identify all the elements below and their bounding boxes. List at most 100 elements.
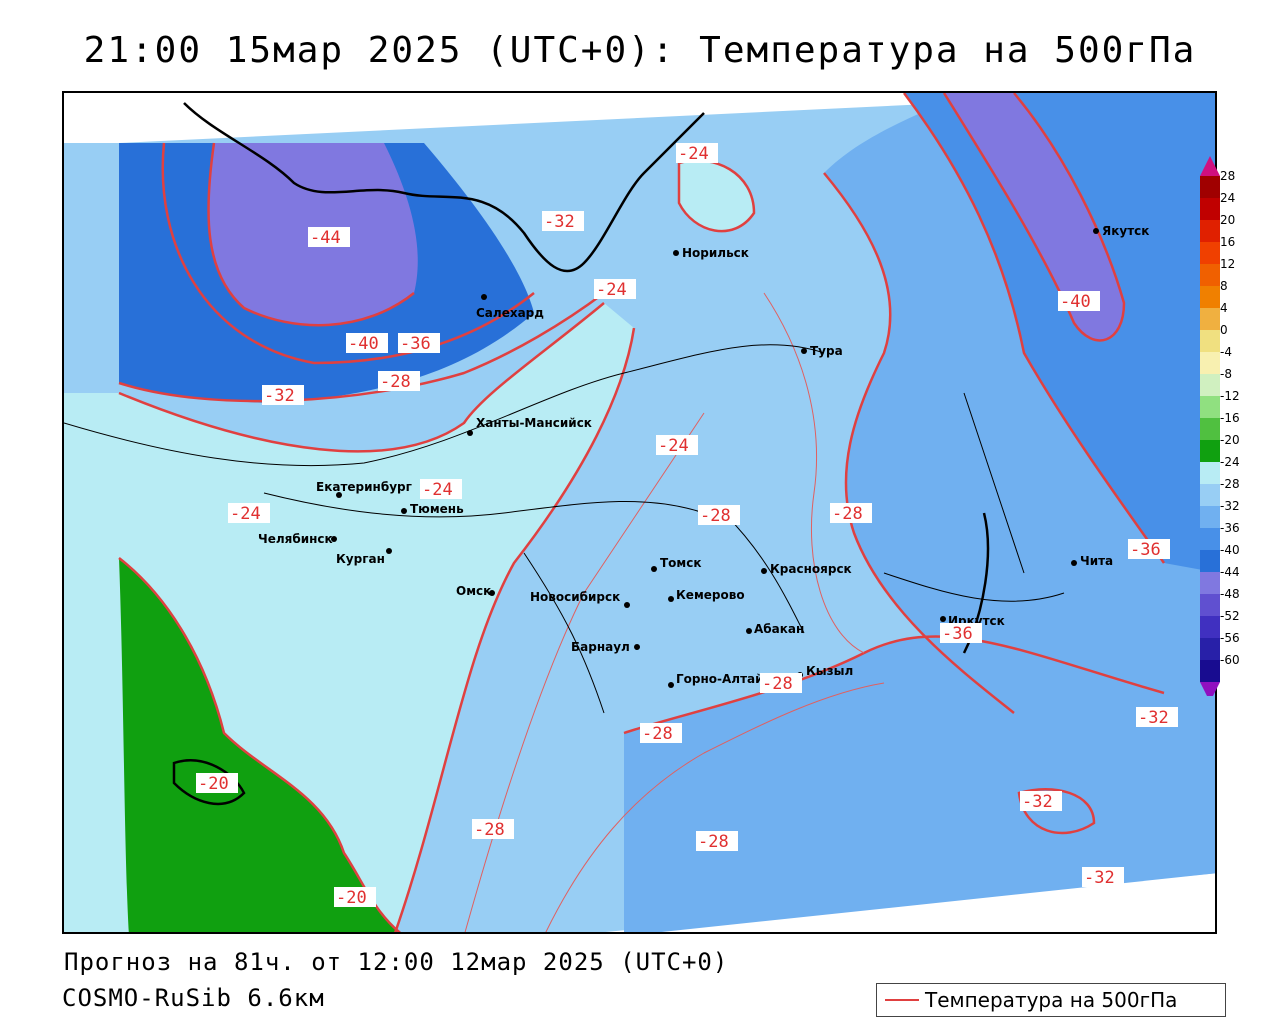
colorbar-swatch — [1200, 176, 1220, 198]
colorbar: 28 24 20 16 12 8 4 0 -4 -8 -12 -16 -20 -24 -28 -32 -36 -4… — [1200, 156, 1270, 696]
colorbar-swatch — [1200, 462, 1220, 484]
svg-text:Новосибирск: Новосибирск — [530, 590, 620, 604]
colorbar-tick-label: 16 — [1220, 235, 1236, 249]
svg-text:-40: -40 — [1060, 292, 1091, 312]
contour-label: -44 — [308, 227, 350, 248]
svg-text:Тюмень: Тюмень — [410, 502, 464, 516]
svg-text:-24: -24 — [422, 480, 453, 500]
svg-text:Барнаул: Барнаул — [571, 640, 630, 654]
contour-label: -36 — [1128, 539, 1170, 560]
colorbar-swatch — [1200, 308, 1220, 330]
colorbar-swatch — [1200, 440, 1220, 462]
contour-label: -24 — [420, 479, 462, 500]
colorbar-swatch — [1200, 528, 1220, 550]
colorbar-swatch — [1200, 220, 1220, 242]
model-name: COSMO-RuSib 6.6км — [62, 984, 325, 1012]
svg-text:-28: -28 — [698, 832, 729, 852]
legend: Температура на 500гПа — [876, 983, 1226, 1017]
svg-text:Норильск: Норильск — [682, 246, 749, 260]
svg-text:Екатеринбург: Екатеринбург — [316, 480, 412, 494]
svg-text:Омск: Омск — [456, 584, 491, 598]
colorbar-bottom-arrow — [1200, 682, 1220, 696]
city-gorno-altaysk: Горно-Алтайск — [668, 672, 779, 688]
contour-label: -32 — [1136, 707, 1178, 728]
svg-text:-36: -36 — [1130, 540, 1161, 560]
colorbar-tick-label: -60 — [1220, 653, 1240, 667]
colorbar-tick-label: -28 — [1220, 477, 1240, 491]
svg-text:Томск: Томск — [660, 556, 702, 570]
colorbar-swatch — [1200, 242, 1220, 264]
colorbar-swatch — [1200, 374, 1220, 396]
svg-text:Чита: Чита — [1080, 554, 1113, 568]
contour-label: -24 — [228, 503, 270, 524]
colorbar-swatch — [1200, 572, 1220, 594]
svg-text:Челябинск: Челябинск — [258, 532, 333, 546]
colorbar-tick-label: -36 — [1220, 521, 1240, 535]
svg-text:-28: -28 — [700, 506, 731, 526]
colorbar-swatch — [1200, 396, 1220, 418]
contour-label: -28 — [378, 371, 420, 392]
colorbar-tick-label: -16 — [1220, 411, 1240, 425]
city-tomsk: Томск — [651, 556, 702, 572]
svg-text:-20: -20 — [198, 774, 229, 794]
svg-text:-28: -28 — [762, 674, 793, 694]
contour-label: -32 — [1020, 791, 1062, 812]
field-light-north — [679, 160, 754, 232]
colorbar-tick-label: -32 — [1220, 499, 1240, 513]
colorbar-swatch — [1200, 638, 1220, 660]
svg-text:-40: -40 — [348, 334, 379, 354]
colorbar-tick-label: -20 — [1220, 433, 1240, 447]
colorbar-swatch — [1200, 594, 1220, 616]
svg-text:Абакан: Абакан — [754, 622, 804, 636]
colorbar-tick-label: -56 — [1220, 631, 1240, 645]
field-darker-yakutsk — [944, 93, 1124, 341]
colorbar-swatch — [1200, 616, 1220, 638]
city-krasnoyarsk: Красноярск — [761, 562, 852, 576]
colorbar-tick-label: 0 — [1220, 323, 1228, 337]
contour-label: -24 — [594, 279, 636, 300]
contour-label: -28 — [472, 819, 514, 840]
colorbar-tick-label: 20 — [1220, 213, 1236, 227]
svg-text:-24: -24 — [658, 436, 689, 456]
city-markers: Норильск Якутск Салехард Тура Ханты-Манс… — [258, 224, 1149, 688]
colorbar-swatch — [1200, 484, 1220, 506]
contour-label: -36 — [398, 333, 440, 354]
colorbar-swatch — [1200, 660, 1220, 682]
contour-label: -28 — [696, 831, 738, 852]
colorbar-swatch — [1200, 418, 1220, 440]
colorbar-top-arrow — [1200, 156, 1220, 176]
colorbar-tick-label: -12 — [1220, 389, 1240, 403]
contour-label: -32 — [542, 211, 584, 232]
svg-text:Ханты-Мансийск: Ханты-Мансийск — [476, 416, 592, 430]
city-khanty-mansiysk: Ханты-Мансийск — [467, 416, 592, 436]
svg-text:-20: -20 — [336, 888, 367, 908]
field-green — [119, 558, 400, 932]
svg-text:-36: -36 — [942, 624, 973, 644]
city-tyumen: Тюмень — [401, 502, 464, 516]
contour-label: -24 — [676, 143, 718, 164]
contour-label: -20 — [196, 773, 238, 794]
city-novosibirsk: Новосибирск — [530, 590, 630, 608]
city-yekaterinburg: Екатеринбург — [316, 480, 412, 498]
map-frame: Норильск Якутск Салехард Тура Ханты-Манс… — [62, 91, 1217, 934]
colorbar-tick-label: -48 — [1220, 587, 1240, 601]
svg-text:Горно-Алтайск: Горно-Алтайск — [676, 672, 779, 686]
field-mid-south — [624, 636, 1215, 932]
colorbar-tick-label: -40 — [1220, 543, 1240, 557]
city-tura: Тура — [801, 344, 843, 358]
city-salekhard: Салехард — [476, 294, 544, 320]
svg-text:-32: -32 — [264, 386, 295, 406]
field-dark-east — [904, 93, 1215, 573]
colorbar-tick-label: 4 — [1220, 301, 1228, 315]
city-kemerovo: Кемерово — [668, 588, 745, 602]
contour-label: -28 — [640, 723, 682, 744]
colorbar-swatch — [1200, 198, 1220, 220]
svg-text:Красноярск: Красноярск — [770, 562, 852, 576]
city-chita: Чита — [1071, 554, 1113, 568]
colorbar-swatch — [1200, 352, 1220, 374]
colorbar-tick-label: -8 — [1220, 367, 1232, 381]
svg-text:-28: -28 — [642, 724, 673, 744]
colorbar-tick-label: -24 — [1220, 455, 1240, 469]
contour-label: -40 — [1058, 291, 1100, 312]
svg-text:-24: -24 — [678, 144, 709, 164]
